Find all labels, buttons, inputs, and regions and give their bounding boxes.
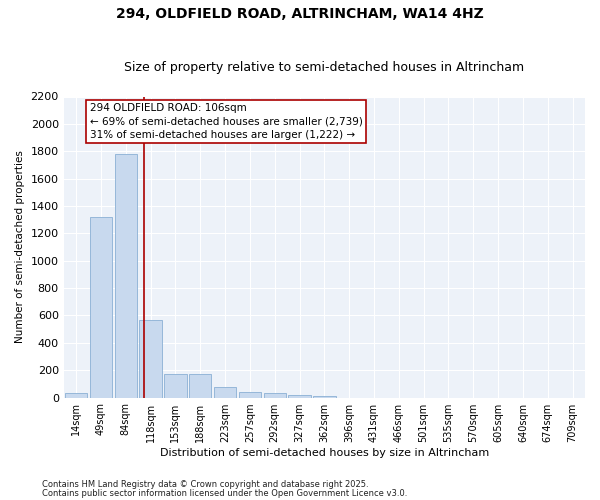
Bar <box>65 394 87 398</box>
X-axis label: Distribution of semi-detached houses by size in Altrincham: Distribution of semi-detached houses by … <box>160 448 489 458</box>
Bar <box>263 393 286 398</box>
Bar <box>90 217 112 398</box>
Text: 294, OLDFIELD ROAD, ALTRINCHAM, WA14 4HZ: 294, OLDFIELD ROAD, ALTRINCHAM, WA14 4HZ <box>116 8 484 22</box>
Bar <box>164 374 187 398</box>
Bar <box>214 388 236 398</box>
Bar <box>313 396 335 398</box>
Bar <box>115 154 137 398</box>
Text: Contains HM Land Registry data © Crown copyright and database right 2025.: Contains HM Land Registry data © Crown c… <box>42 480 368 489</box>
Bar <box>139 320 162 398</box>
Y-axis label: Number of semi-detached properties: Number of semi-detached properties <box>15 150 25 344</box>
Bar <box>189 374 211 398</box>
Bar <box>239 392 261 398</box>
Bar <box>289 395 311 398</box>
Text: 294 OLDFIELD ROAD: 106sqm
← 69% of semi-detached houses are smaller (2,739)
31% : 294 OLDFIELD ROAD: 106sqm ← 69% of semi-… <box>90 104 362 140</box>
Title: Size of property relative to semi-detached houses in Altrincham: Size of property relative to semi-detach… <box>124 62 524 74</box>
Text: Contains public sector information licensed under the Open Government Licence v3: Contains public sector information licen… <box>42 489 407 498</box>
